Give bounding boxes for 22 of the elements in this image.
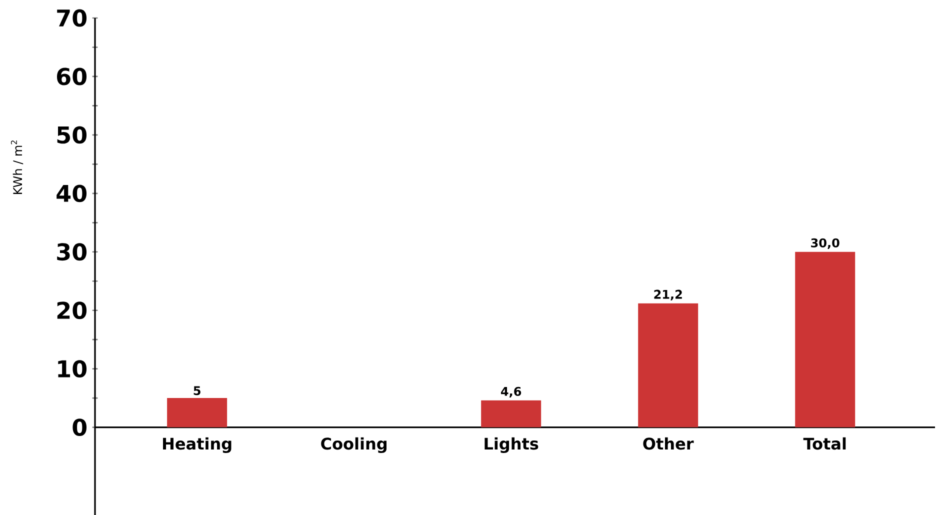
bar — [167, 398, 228, 428]
y-tick-label: 10 — [58, 360, 87, 378]
y-tick-label: 40 — [56, 184, 87, 202]
y-tick-label: 20 — [57, 302, 87, 320]
bar — [481, 400, 542, 428]
y-tick-label: 60 — [56, 68, 87, 86]
x-tick-label: Other — [643, 437, 694, 450]
bar — [638, 303, 698, 428]
x-tick-label: Cooling — [321, 437, 386, 453]
y-tick-label: 30 — [57, 243, 87, 261]
y-tick-label: 70 — [57, 9, 87, 27]
y-axis-title: KWh / m$^{2}$ — [10, 140, 24, 194]
bar — [795, 252, 856, 428]
x-tick-label: Lights — [484, 437, 538, 453]
x-tick-label: Heating — [163, 437, 232, 453]
data-label: 21,2 — [654, 290, 682, 300]
y-tick-label: 50 — [57, 126, 87, 144]
data-label: 4,6 — [501, 386, 522, 398]
data-label: 30,0 — [811, 238, 840, 249]
data-label: 5 — [194, 386, 200, 396]
x-tick-label: Total — [803, 437, 846, 450]
y-tick-label: 0 — [72, 418, 87, 436]
